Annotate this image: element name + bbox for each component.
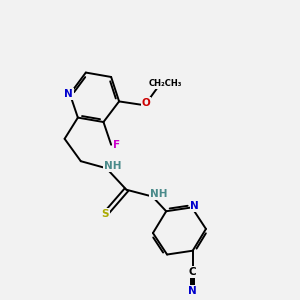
Text: C: C — [189, 267, 196, 277]
Text: CH₂CH₃: CH₂CH₃ — [148, 79, 182, 88]
Text: N: N — [64, 89, 73, 99]
Text: N: N — [188, 286, 197, 296]
Text: S: S — [101, 209, 109, 219]
Text: F: F — [113, 140, 120, 150]
Text: N: N — [190, 201, 199, 211]
Text: NH: NH — [150, 189, 168, 199]
Text: O: O — [142, 98, 151, 108]
Text: NH: NH — [104, 161, 122, 171]
